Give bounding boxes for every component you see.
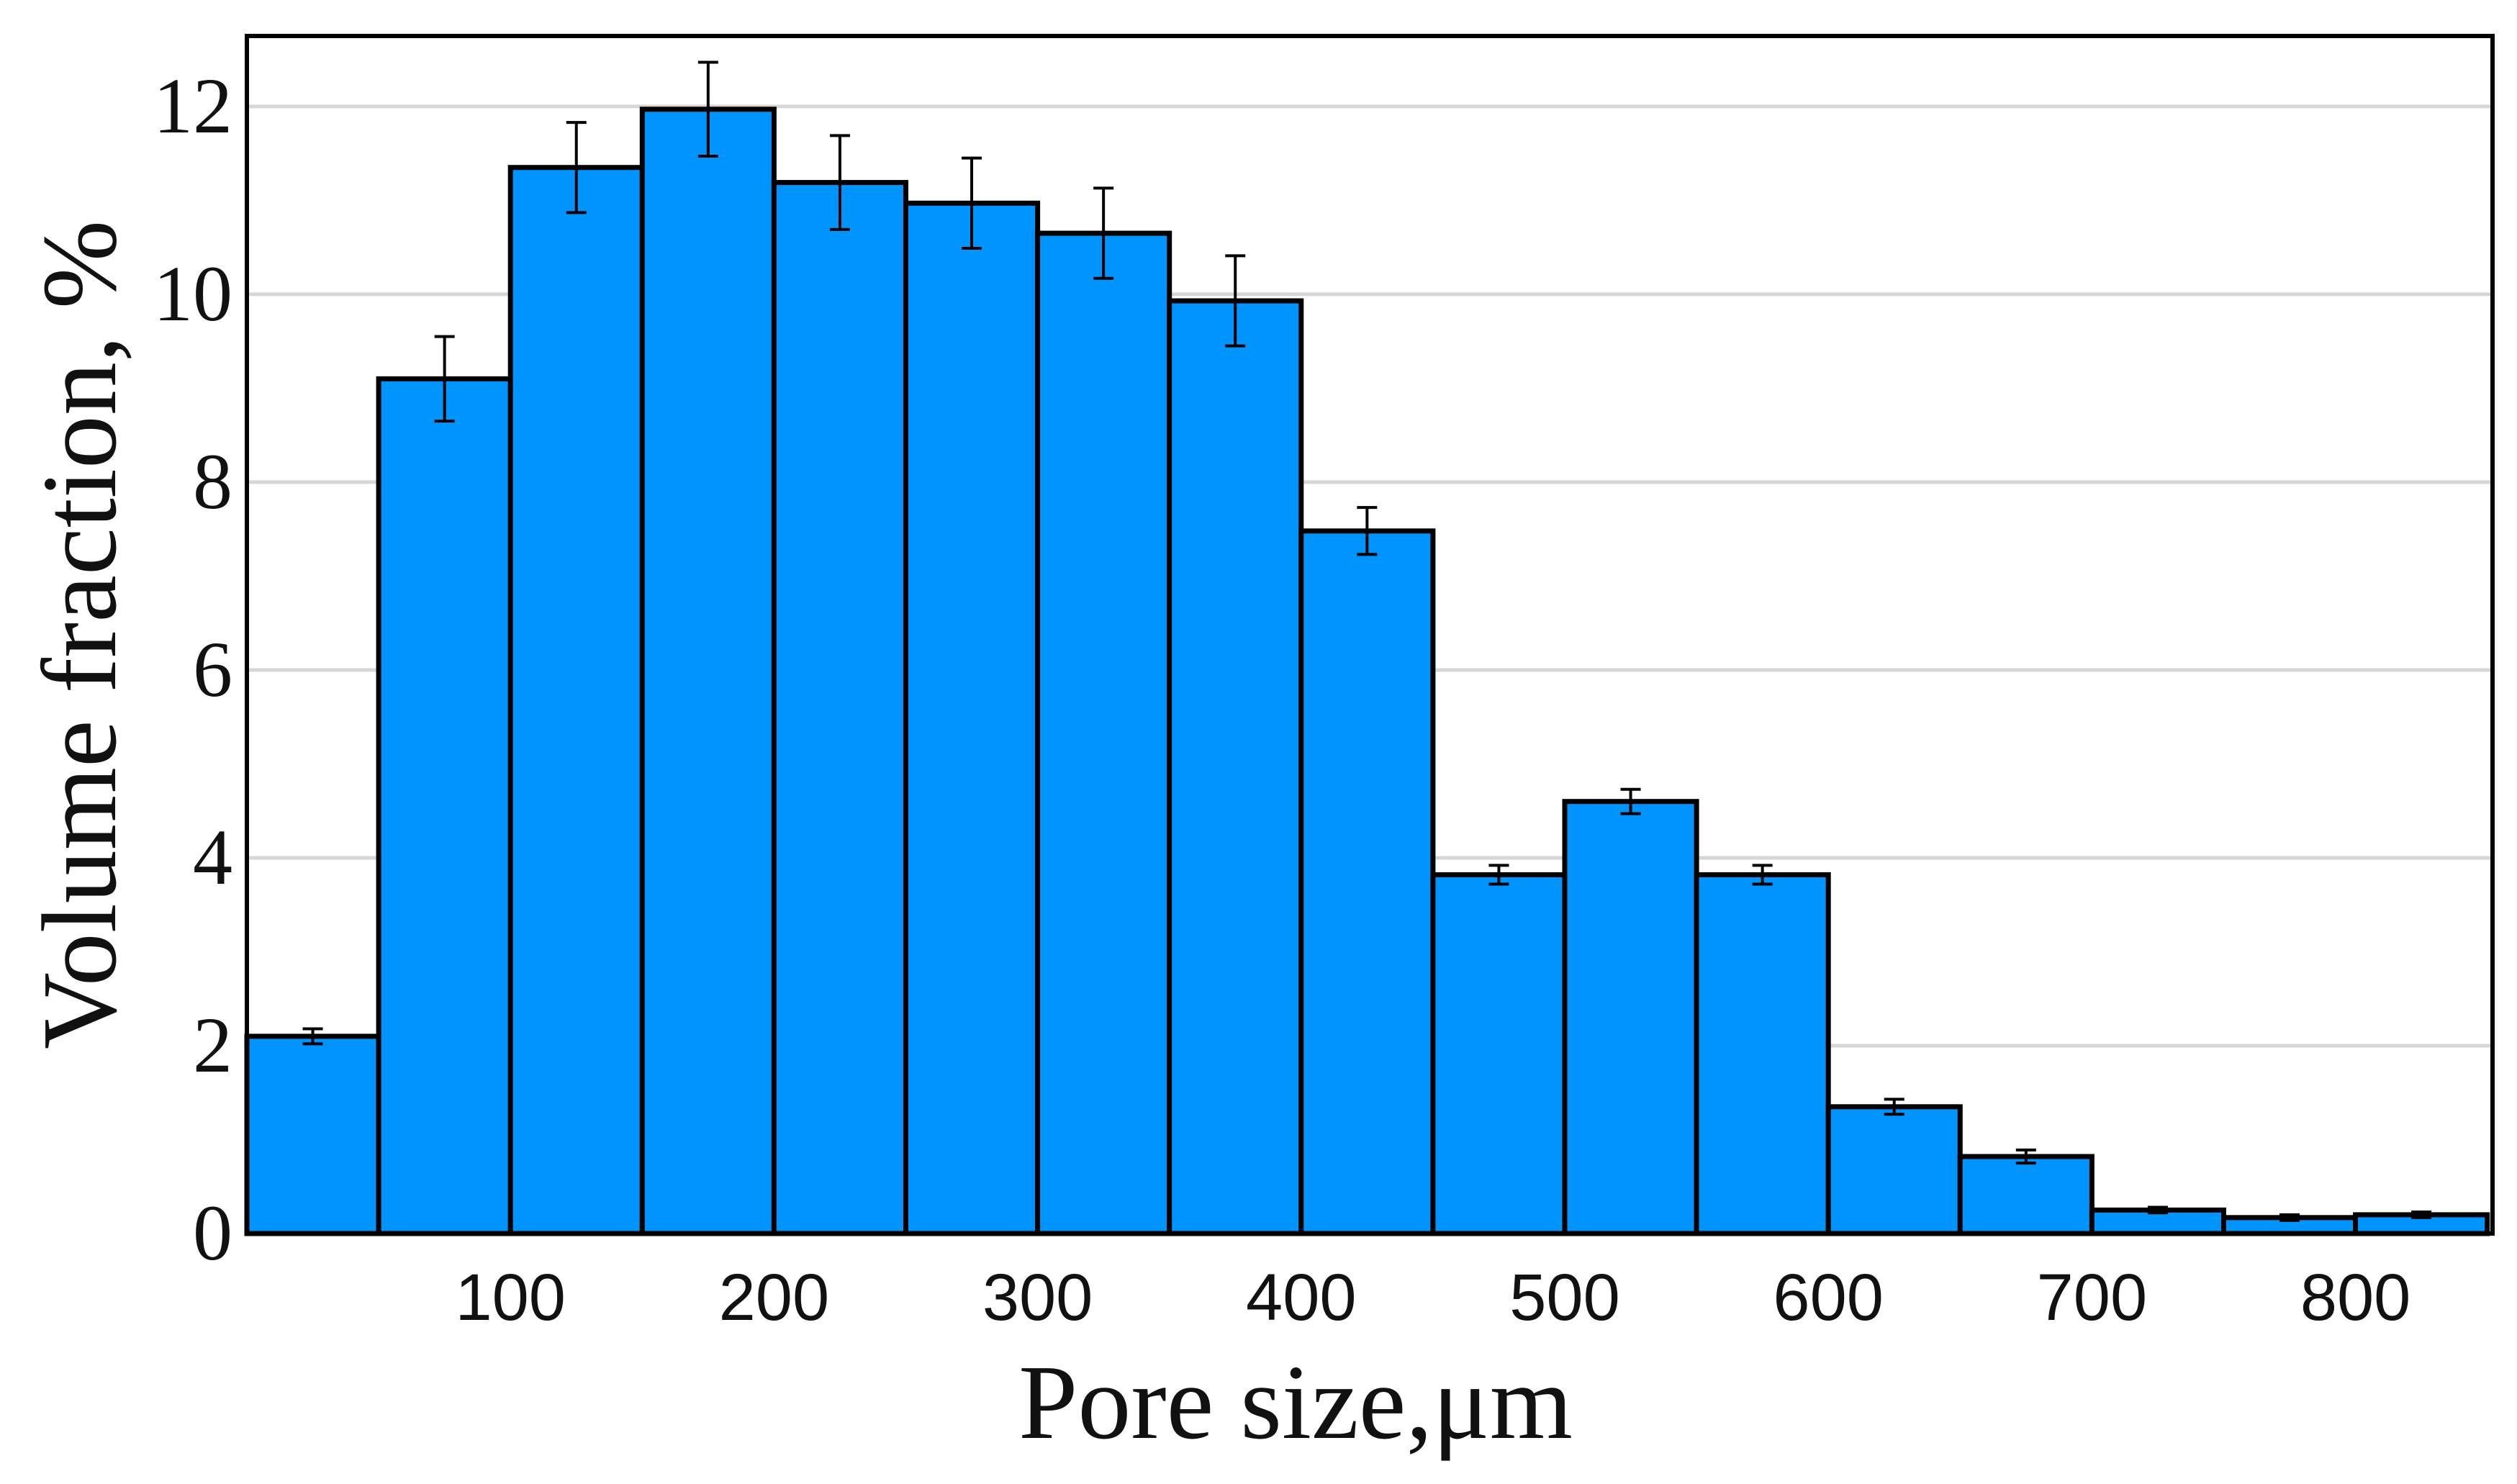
x-tick-label: 300	[982, 1261, 1093, 1334]
histogram-bar	[376, 376, 513, 1236]
y-axis-title: Volume fraction, %	[21, 220, 139, 1049]
y-tick-label: 6	[193, 625, 232, 713]
error-bar	[302, 1027, 323, 1046]
error-bar	[2411, 1210, 2432, 1219]
histogram-bar	[1694, 872, 1831, 1236]
histogram-bar	[1825, 1104, 1963, 1236]
error-bar	[566, 121, 587, 214]
y-tick-labels: 0 2 4 6 8 10 12	[153, 62, 232, 1277]
y-tick-label: 12	[153, 62, 232, 150]
histogram-bar	[1430, 872, 1568, 1236]
error-bar	[962, 156, 982, 250]
error-bar	[1752, 864, 1773, 886]
histogram-bar	[1167, 298, 1304, 1236]
x-tick-label: 100	[455, 1261, 566, 1334]
y-tick-label: 2	[193, 1001, 232, 1089]
x-tick-labels: 100 200 300 400 500 600 700 800	[455, 1261, 2410, 1334]
error-bar	[1488, 864, 1509, 886]
error-bar	[1620, 787, 1641, 815]
histogram-bar	[1562, 799, 1699, 1236]
histogram-bar	[639, 107, 777, 1236]
histogram-bar	[507, 165, 645, 1236]
y-tick-label: 0	[193, 1189, 232, 1277]
x-axis-title: Pore size,μm	[1018, 1344, 1573, 1462]
x-tick-label: 500	[1509, 1261, 1620, 1334]
error-bar	[1225, 254, 1246, 348]
histogram-bar	[1035, 230, 1172, 1236]
histogram-bar	[244, 1033, 381, 1236]
x-tick-label: 600	[1773, 1261, 1884, 1334]
error-bar	[697, 60, 718, 158]
x-tick-label: 400	[1246, 1261, 1357, 1334]
x-tick-label: 200	[719, 1261, 830, 1334]
plot-frame	[245, 34, 2495, 1236]
error-bar	[829, 134, 850, 231]
histogram-bar	[771, 180, 908, 1236]
y-tick-label: 8	[193, 438, 232, 525]
histogram-bar	[903, 200, 1041, 1236]
error-bar	[2147, 1205, 2168, 1215]
error-bar	[1093, 186, 1114, 280]
error-bar	[1357, 506, 1378, 556]
histogram-bar	[1298, 528, 1436, 1236]
error-bar	[434, 335, 455, 423]
error-bar	[2279, 1213, 2300, 1222]
y-tick-label: 4	[193, 813, 232, 901]
x-tick-label: 700	[2037, 1261, 2148, 1334]
error-bar	[2015, 1148, 2036, 1165]
error-bar	[1884, 1098, 1904, 1116]
x-tick-label: 800	[2300, 1261, 2411, 1334]
histogram-bar	[1957, 1154, 2095, 1236]
error-bars	[302, 60, 2432, 1222]
y-tick-label: 10	[153, 250, 232, 338]
